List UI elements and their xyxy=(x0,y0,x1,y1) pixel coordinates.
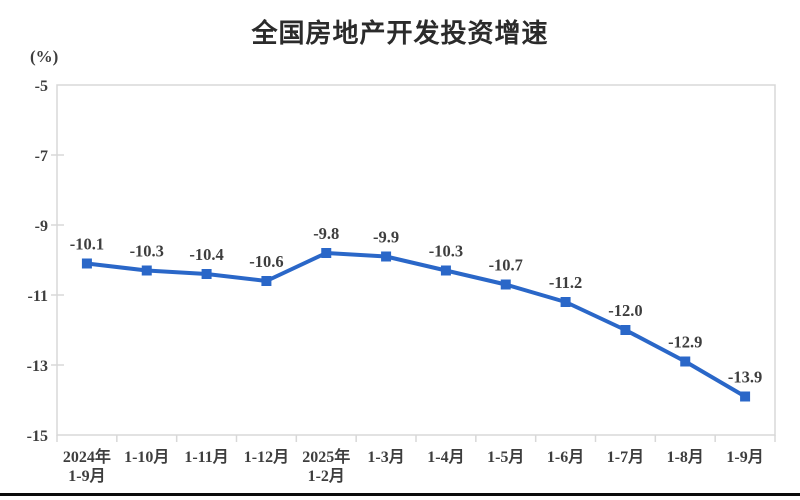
x-axis-category-label: 1-9月 xyxy=(726,448,763,466)
data-point-marker xyxy=(321,248,332,258)
y-axis-tick-label: -7 xyxy=(35,148,48,165)
data-point-marker xyxy=(740,391,751,402)
data-point-label: -10.1 xyxy=(70,235,104,254)
data-point-marker xyxy=(81,258,92,269)
y-axis-tick-label: -5 xyxy=(35,78,48,95)
data-point-marker xyxy=(381,251,392,262)
data-point-label: -10.3 xyxy=(130,242,164,261)
data-point-label: -9.9 xyxy=(373,228,399,247)
plot-border xyxy=(56,84,776,436)
y-axis-tick-label: -15 xyxy=(27,428,48,445)
x-axis-category-label: 1-8月 xyxy=(667,448,704,466)
data-point-label: -12.9 xyxy=(668,333,702,352)
data-point-marker xyxy=(440,265,451,276)
x-axis-category-label: 1-4月 xyxy=(427,448,464,466)
data-point-label: -10.3 xyxy=(429,242,463,261)
data-point-label: -10.7 xyxy=(489,256,523,275)
series-line xyxy=(84,251,748,399)
bottom-divider xyxy=(0,493,800,496)
data-point-marker xyxy=(620,325,631,335)
y-axis-tick-label: -11 xyxy=(28,288,48,305)
x-axis-category-label: 1-6月 xyxy=(547,448,584,466)
data-point-label: -13.9 xyxy=(728,368,762,387)
x-axis-category-label: 2025年 1-2月 xyxy=(302,447,350,485)
data-point-marker xyxy=(500,279,511,290)
data-point-label: -10.6 xyxy=(249,252,283,271)
chart-title: 全国房地产开发投资增速 xyxy=(251,18,549,48)
data-point-marker xyxy=(201,269,212,279)
data-point-marker xyxy=(261,276,272,286)
y-axis-tick-label: -9 xyxy=(35,218,48,235)
x-axis-category-label: 1-7月 xyxy=(607,448,644,466)
data-point-marker xyxy=(680,356,691,367)
x-axis-category-label: 1-10月 xyxy=(124,448,169,466)
x-axis-category-label: 1-3月 xyxy=(367,448,404,466)
x-axis-category-label: 2024年 1-9月 xyxy=(63,447,111,485)
data-point-label: -11.2 xyxy=(549,273,582,292)
data-point-label: -12.0 xyxy=(608,301,642,320)
y-axis-tick-label: -13 xyxy=(27,358,48,375)
x-axis-category-label: 1-11月 xyxy=(184,448,228,466)
data-point-marker xyxy=(141,265,152,276)
data-point-marker xyxy=(560,297,571,307)
data-point-label: -9.8 xyxy=(313,224,339,243)
x-axis-category-label: 1-5月 xyxy=(487,448,524,466)
y-axis-unit-label: (%) xyxy=(30,47,59,66)
x-axis-category-label: 1-12月 xyxy=(244,448,289,466)
data-point-label: -10.4 xyxy=(189,245,223,264)
